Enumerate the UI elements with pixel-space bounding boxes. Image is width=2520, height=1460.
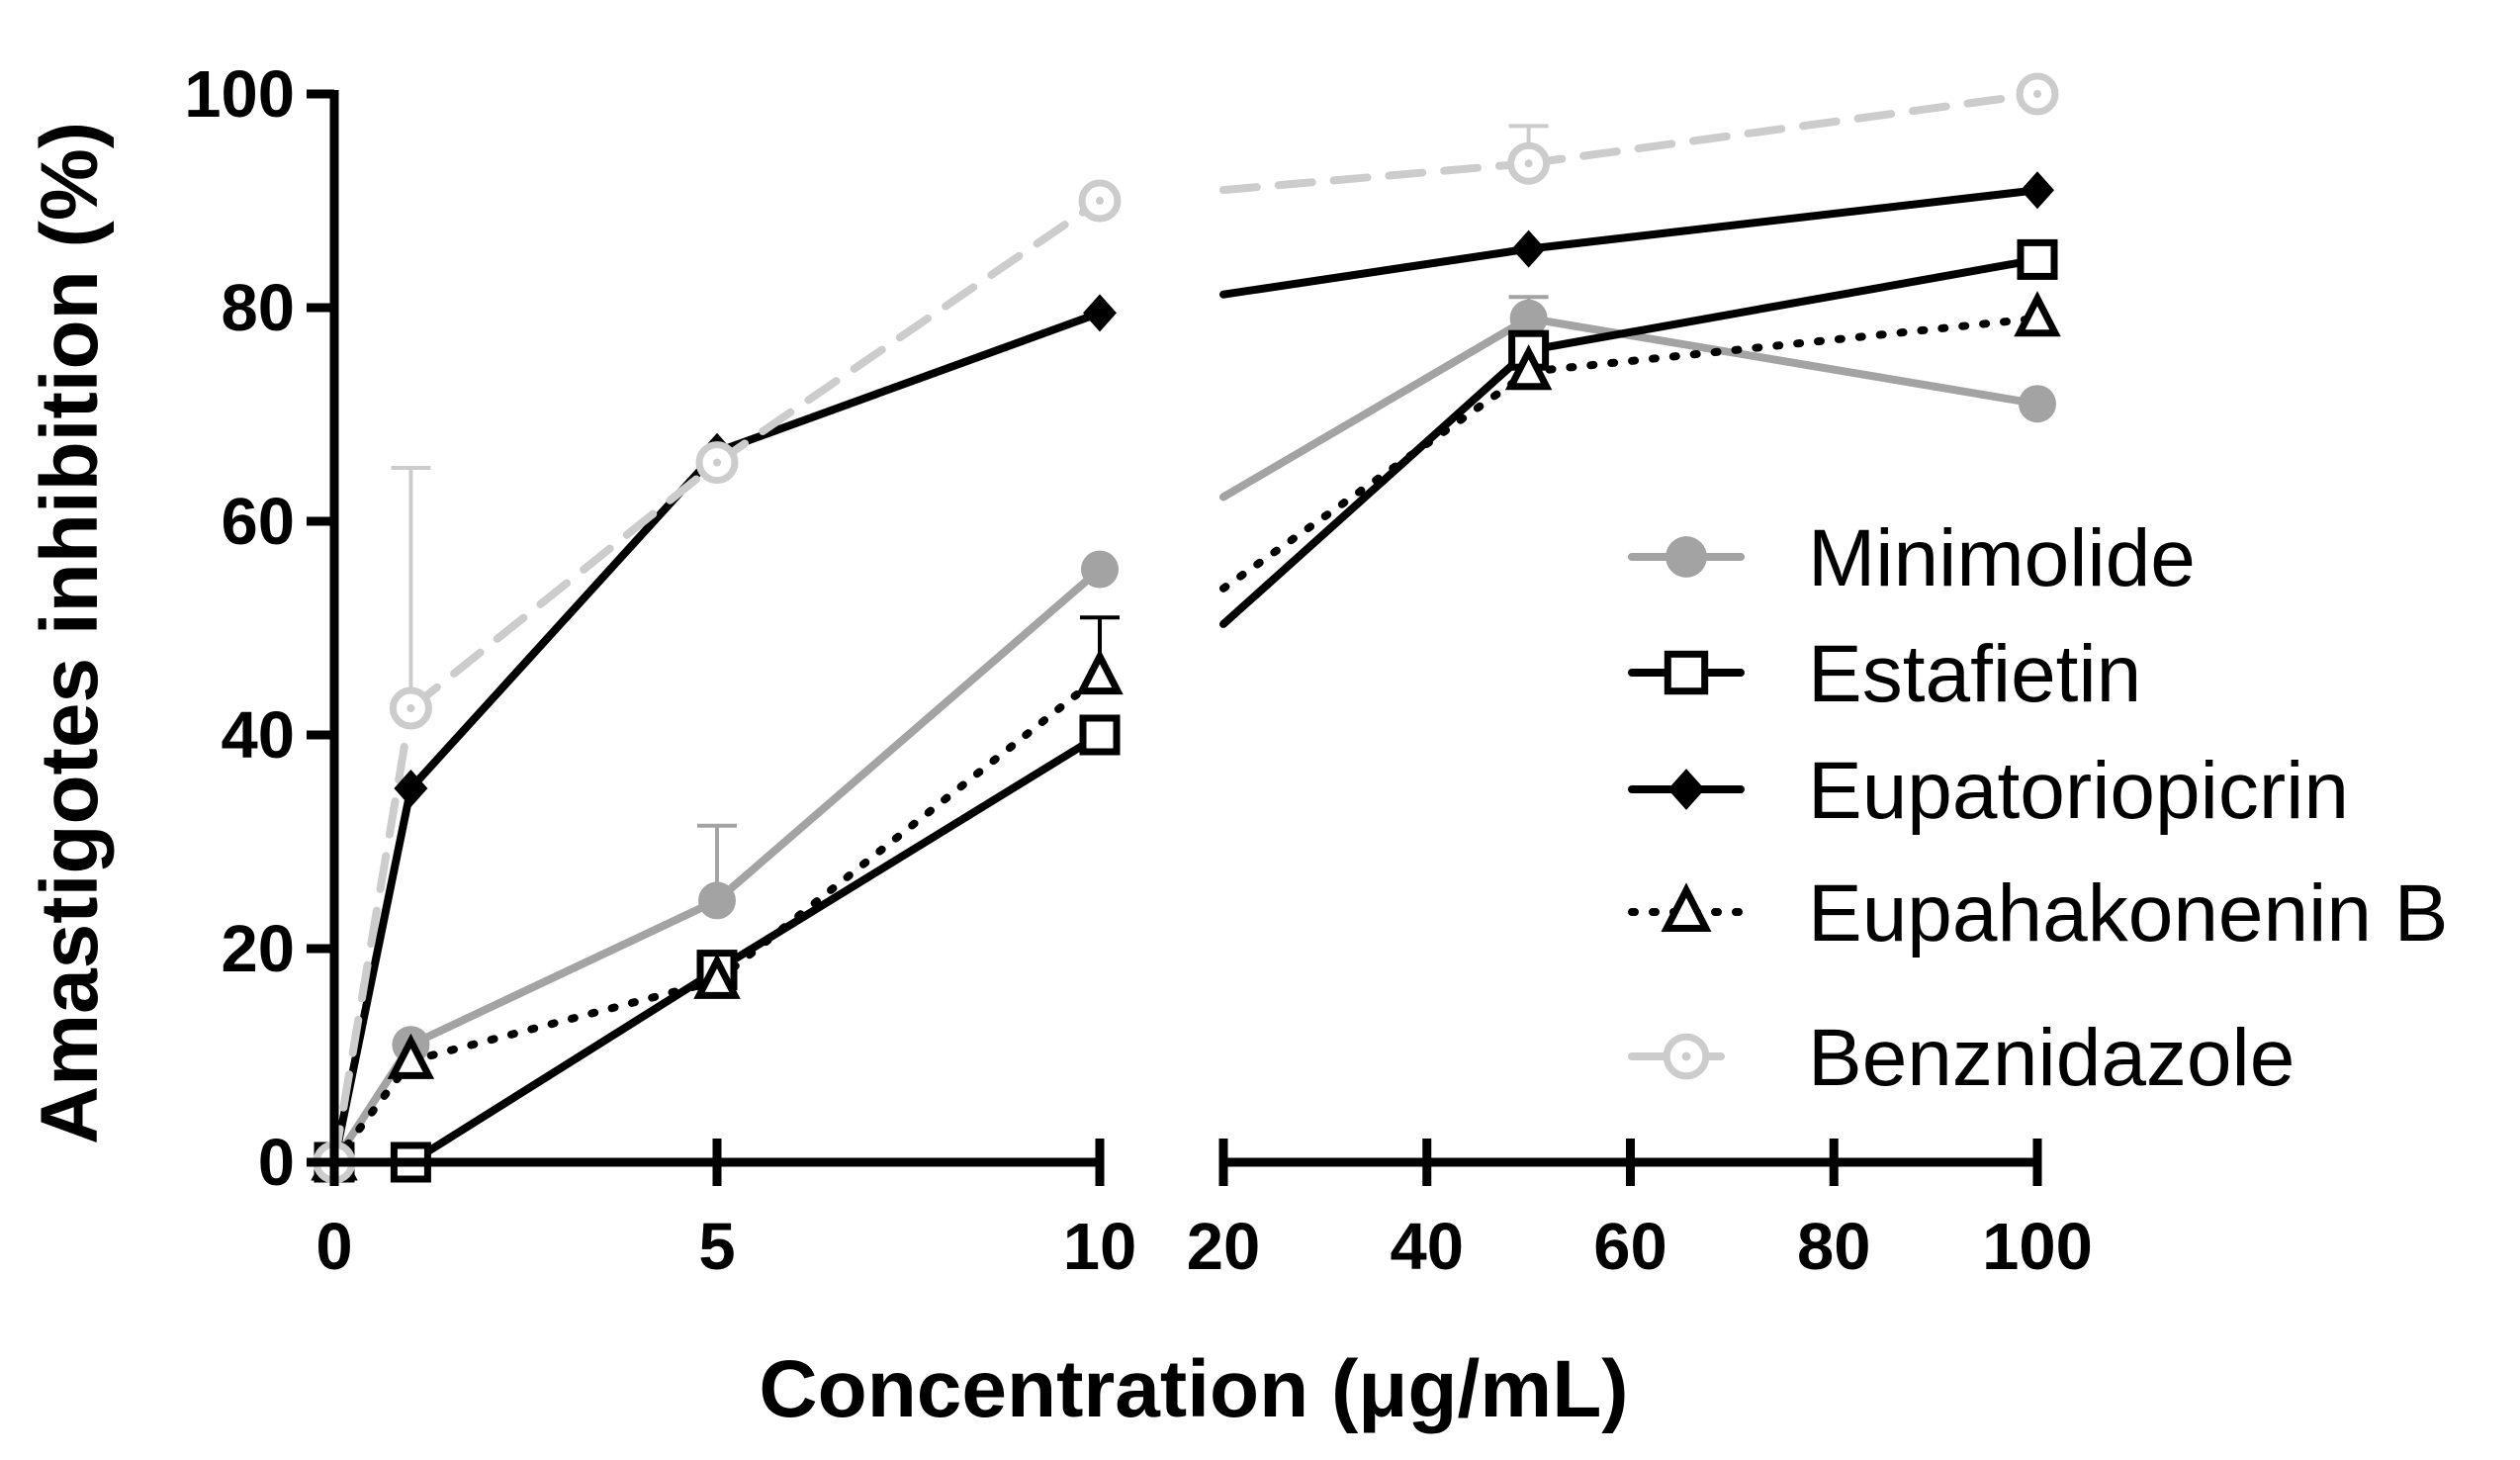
y-tick-label: 40 xyxy=(221,698,295,773)
series-minimolide xyxy=(330,295,2041,1166)
data-point xyxy=(695,441,739,485)
legend-label: Eupahakonenin B xyxy=(1808,868,2448,958)
data-point xyxy=(2017,238,2058,280)
y-tick-label: 0 xyxy=(258,1126,295,1200)
data-point xyxy=(1083,294,1117,332)
markers-benznidazole xyxy=(313,72,2059,1184)
x-tick-label: 5 xyxy=(698,1210,735,1284)
series-line xyxy=(406,965,721,1166)
marker-dot xyxy=(1524,159,1533,168)
series-estafietin xyxy=(330,255,2041,1166)
series-line xyxy=(1219,367,1533,593)
data-point xyxy=(2016,72,2059,116)
legend-item: Benznidazole xyxy=(1628,1013,2295,1103)
series-line xyxy=(1219,159,1533,195)
data-point xyxy=(1076,648,1124,695)
series-line xyxy=(713,565,1104,905)
y-tick-label: 60 xyxy=(221,485,295,559)
legend-label: Minimolide xyxy=(1808,513,2196,603)
plot-area xyxy=(311,72,2061,1184)
legend-label: Eupatoriopicrin xyxy=(1808,746,2349,836)
x-tick-label: 0 xyxy=(315,1210,352,1284)
x-tick-label: 80 xyxy=(1797,1210,1871,1284)
legend-marker xyxy=(1663,1033,1710,1080)
marker-dot xyxy=(1681,1051,1691,1061)
legend-item: Estafietin xyxy=(1628,629,2141,719)
data-point xyxy=(1079,714,1121,756)
data-point xyxy=(693,953,741,999)
legend-item: Eupatoriopicrin xyxy=(1628,746,2349,836)
y-tick-label: 80 xyxy=(221,271,295,345)
x-tick-label: 60 xyxy=(1593,1210,1667,1284)
data-point xyxy=(698,881,736,920)
markers-minimolide xyxy=(315,299,2056,1181)
legend-marker xyxy=(1667,769,1705,810)
series-line xyxy=(1524,314,2041,376)
data-point xyxy=(387,1033,435,1079)
series-line xyxy=(713,197,1104,467)
legend-item: Minimolide xyxy=(1628,513,2196,603)
series-line xyxy=(1524,90,2041,168)
y-tick-label: 100 xyxy=(184,57,295,132)
series-line xyxy=(406,896,721,1049)
data-point xyxy=(1509,299,1548,337)
axes: 0 20 40 60 80 100 0 5 10 20 40 60 80 100 xyxy=(184,57,2093,1284)
series-line xyxy=(330,704,415,1166)
legend-item: Eupahakonenin B xyxy=(1628,868,2448,958)
x-tick-label: 20 xyxy=(1187,1210,1261,1284)
data-point xyxy=(1507,141,1551,185)
series-line xyxy=(1524,255,2041,355)
data-point xyxy=(1078,179,1122,223)
data-point xyxy=(2021,171,2054,210)
x-tick-label: 40 xyxy=(1390,1210,1464,1284)
y-axis-title: Amastigotes inhibition (%) xyxy=(25,122,115,1144)
series-line xyxy=(1219,314,1533,502)
marker-dot xyxy=(713,458,721,467)
legend-marker xyxy=(1661,882,1712,932)
data-point xyxy=(1081,550,1119,589)
legend: Minimolide Estafietin Eupatoriopicrin Eupah… xyxy=(1628,513,2448,1103)
marker-dot xyxy=(2033,90,2041,98)
markers-eupahakonenin-b xyxy=(311,291,2061,1181)
marker-dot xyxy=(406,704,415,712)
legend-marker xyxy=(1664,650,1709,695)
data-point xyxy=(2014,291,2061,337)
x-axis-title: Concentration (μg/mL) xyxy=(759,1344,1628,1434)
series-line xyxy=(713,672,1104,985)
x-tick-label: 100 xyxy=(1982,1210,2093,1284)
data-point xyxy=(389,686,432,730)
marker-dot xyxy=(1096,197,1104,205)
series-line xyxy=(1524,314,2041,409)
markers-estafietin xyxy=(314,238,2058,1183)
legend-label: Benznidazole xyxy=(1808,1013,2295,1103)
data-point xyxy=(1511,229,1546,268)
series-line xyxy=(406,447,721,792)
series-eupatoriopicrin xyxy=(330,186,2041,1166)
series-benznidazole xyxy=(330,90,2041,1166)
markers-eupatoriopicrin xyxy=(317,171,2054,1181)
series-line xyxy=(713,309,1104,456)
data-point xyxy=(394,770,428,807)
series-eupahakonenin-b xyxy=(330,314,2041,1166)
series-line xyxy=(1219,346,1533,628)
legend-label: Estafietin xyxy=(1808,629,2141,719)
x-tick-label: 10 xyxy=(1063,1210,1137,1284)
legend-marker xyxy=(1665,536,1707,578)
series-line xyxy=(1524,186,2041,253)
data-point xyxy=(2019,385,2056,423)
y-tick-label: 20 xyxy=(221,912,295,986)
series-line xyxy=(406,458,721,712)
series-line xyxy=(1219,244,1533,299)
data-point xyxy=(1504,344,1553,391)
